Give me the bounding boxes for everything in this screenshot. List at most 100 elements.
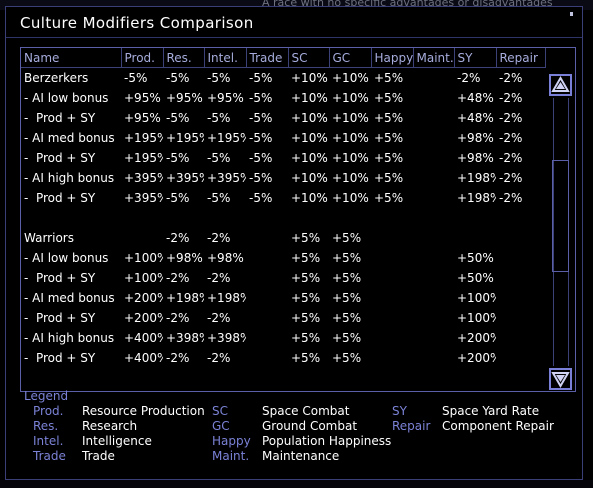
column-header[interactable]: Maint. bbox=[413, 48, 455, 68]
column-header[interactable]: SY bbox=[454, 48, 497, 68]
table-row: - Prod + SY+395%-5%-5%-5%+10%+10%+5%+198… bbox=[21, 188, 545, 208]
modifier-cell: +48% bbox=[457, 91, 494, 105]
modifier-cell: -5% bbox=[249, 151, 273, 165]
legend-abbreviation: SC bbox=[212, 404, 228, 418]
table-row: - AI high bonus+395%+395%+395%-5%+10%+10… bbox=[21, 168, 545, 188]
legend-description: Intelligence bbox=[82, 434, 152, 448]
modifier-cell bbox=[454, 208, 496, 228]
modifier-cell bbox=[246, 308, 288, 328]
modifier-cell bbox=[454, 228, 496, 248]
legend-abbreviation: Happy bbox=[212, 434, 251, 448]
modifier-cell: +5% bbox=[374, 91, 404, 105]
modifier-cell: +5% bbox=[291, 251, 321, 265]
modifier-cell bbox=[413, 168, 454, 188]
row-name-cell: - Prod + SY bbox=[24, 271, 96, 285]
modifier-cell: +10% bbox=[291, 131, 328, 145]
modifier-cell: +10% bbox=[332, 171, 369, 185]
modifier-cell bbox=[371, 308, 413, 328]
modifier-cell: +10% bbox=[291, 71, 328, 85]
column-header[interactable]: GC bbox=[329, 48, 372, 68]
culture-modifiers-window: Culture Modifiers Comparison Name Prod. Re… bbox=[5, 6, 583, 480]
modifier-cell: +48% bbox=[457, 111, 494, 125]
modifier-cell: +200% bbox=[457, 351, 496, 365]
modifier-cell bbox=[163, 208, 204, 228]
modifier-cell: +95% bbox=[124, 111, 161, 125]
table-row: Berzerkers -5% -5% -5% -5% +10% +10% +5% -2% -2% bbox=[21, 68, 545, 89]
legend-description: Space Yard Rate bbox=[442, 404, 540, 418]
modifier-cell: -5% bbox=[207, 151, 231, 165]
modifier-cell: -2% bbox=[166, 351, 190, 365]
column-header[interactable]: Intel. bbox=[204, 48, 247, 68]
modifier-cell: +100% bbox=[457, 291, 496, 305]
modifier-cell bbox=[496, 248, 545, 268]
modifier-cell: +400% bbox=[124, 351, 163, 365]
modifier-cell bbox=[329, 208, 371, 228]
table-body: Berzerkers -5% -5% -5% -5% +10% +10% +5% -2% -2% -… bbox=[21, 68, 545, 369]
row-name-cell: - Prod + SY bbox=[24, 111, 96, 125]
legend-abbreviation: Repair bbox=[392, 419, 431, 433]
column-header[interactable]: Repair bbox=[496, 48, 546, 68]
column-header[interactable]: Trade bbox=[246, 48, 289, 68]
modifier-cell: +5% bbox=[291, 271, 321, 285]
legend-description: Resource Production bbox=[82, 404, 205, 418]
close-icon bbox=[569, 12, 573, 16]
table-row: Warriors -2% -2% +5% +5% bbox=[21, 228, 545, 248]
modifier-cell: -5% bbox=[249, 131, 273, 145]
scroll-up-button[interactable] bbox=[549, 74, 572, 96]
modifier-cell: +200% bbox=[124, 291, 163, 305]
modifier-cell: +5% bbox=[291, 351, 321, 365]
modifier-cell: +10% bbox=[291, 171, 328, 185]
column-header[interactable]: SC bbox=[288, 48, 330, 68]
modifier-cell: -5% bbox=[166, 111, 190, 125]
modifier-cell bbox=[496, 308, 545, 328]
modifier-cell: -5% bbox=[166, 151, 190, 165]
legend-abbreviation: Maint. bbox=[212, 449, 250, 463]
modifier-cell: +395% bbox=[124, 191, 163, 205]
row-name-cell: Berzerkers bbox=[24, 71, 89, 85]
modifier-cell bbox=[121, 228, 163, 248]
modifier-cell: +10% bbox=[332, 151, 369, 165]
modifier-cell bbox=[246, 228, 288, 248]
table-row: - Prod + SY+100%-2%-2%+5%+5%+50% bbox=[21, 268, 545, 288]
column-header[interactable]: Name bbox=[21, 48, 122, 68]
modifier-cell: +10% bbox=[332, 91, 369, 105]
modifier-cell bbox=[413, 188, 454, 208]
scroll-down-button[interactable] bbox=[549, 368, 572, 390]
modifier-cell: +195% bbox=[166, 131, 204, 145]
legend-abbreviation: Res. bbox=[33, 419, 59, 433]
title-bar[interactable]: Culture Modifiers Comparison bbox=[6, 7, 582, 38]
modifier-cell: -2% bbox=[499, 131, 523, 145]
table-row: - Prod + SY+400%-2%-2%+5%+5%+200% bbox=[21, 348, 545, 368]
modifier-cell bbox=[413, 108, 454, 128]
modifier-cell: +10% bbox=[332, 191, 369, 205]
legend-description: Component Repair bbox=[442, 419, 554, 433]
modifier-cell: +198% bbox=[207, 291, 246, 305]
modifier-cell: +95% bbox=[124, 91, 161, 105]
modifier-cell: +10% bbox=[291, 151, 328, 165]
modifier-cell: -2% bbox=[499, 91, 523, 105]
modifier-cell: -5% bbox=[249, 111, 273, 125]
table-row: - AI low bonus+100%+98%+98%+5%+5%+50% bbox=[21, 248, 545, 268]
modifier-cell bbox=[496, 208, 545, 228]
close-button[interactable] bbox=[564, 9, 578, 33]
legend-description: Ground Combat bbox=[262, 419, 358, 433]
modifier-cell: +100% bbox=[124, 271, 163, 285]
modifier-cell bbox=[496, 288, 545, 308]
modifier-cell bbox=[413, 348, 454, 368]
vertical-scrollbar[interactable] bbox=[549, 74, 573, 390]
legend-abbreviation: Prod. bbox=[33, 404, 64, 418]
table-row: - AI med bonus+200%+198%+198%+5%+5%+100% bbox=[21, 288, 545, 308]
modifier-cell: +98% bbox=[166, 251, 203, 265]
column-header[interactable]: Prod. bbox=[121, 48, 164, 68]
column-header[interactable]: Happy bbox=[371, 48, 414, 68]
modifier-cell bbox=[246, 348, 288, 368]
modifier-cell: -2% bbox=[457, 71, 481, 85]
modifier-cell: -5% bbox=[249, 91, 273, 105]
modifier-cell: -2% bbox=[499, 171, 523, 185]
modifier-cell: -2% bbox=[207, 231, 231, 245]
table-row: - AI med bonus+195%+195%+195%-5%+10%+10%… bbox=[21, 128, 545, 148]
column-header[interactable]: Res. bbox=[163, 48, 205, 68]
row-name-cell: - Prod + SY bbox=[24, 151, 96, 165]
comparison-table: Name Prod. Res. Intel. Trade SC GC Happy Maint. S… bbox=[21, 48, 546, 368]
scroll-thumb[interactable] bbox=[552, 160, 569, 272]
